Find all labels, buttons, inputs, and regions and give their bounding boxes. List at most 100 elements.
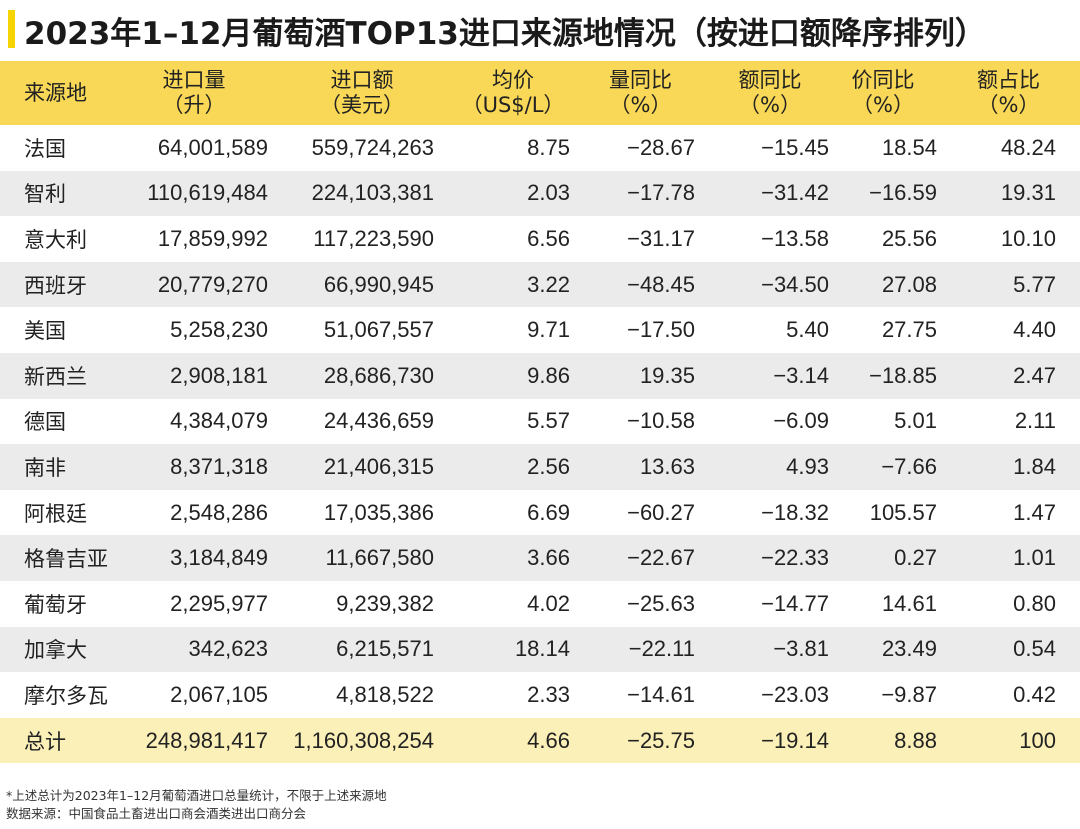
cell-value: 0.54 [1013,636,1056,662]
cell-value: −22.11 [628,636,695,662]
cell-value: 2,295,977 [170,590,268,616]
table-row: 智利 110,619,484 224,103,381 2.03 −17.78 −31.42… [0,170,1080,217]
header-value-yoy: 额同比 （%） [738,68,802,117]
cell-origin: 总计 [24,729,66,754]
cell-value: 6.69 [527,499,570,525]
cell-origin: 德国 [24,410,66,435]
cell-value: −28.67 [627,134,695,160]
cell-value: −25.75 [627,727,695,753]
cell-value: 1,160,308,254 [293,727,434,753]
cell-value: 27.08 [881,271,937,297]
header-price-yoy: 价同比 （%） [851,68,915,117]
cell-value: 5,258,230 [170,317,268,343]
cell-origin: 摩尔多瓦 [24,683,108,708]
title-accent-bar [8,10,15,48]
cell-value: 1.84 [1013,453,1056,479]
cell-value: 17,035,386 [323,499,434,525]
header-volume-yoy: 量同比 （%） [609,68,672,117]
cell-value: 6.56 [527,225,570,251]
table-body: 法国 64,001,589 559,724,263 8.75 −28.67 −15.45 1… [0,125,1080,764]
cell-origin: 葡萄牙 [24,592,87,617]
cell-value: 66,990,945 [323,271,434,297]
cell-origin: 阿根廷 [24,501,87,526]
cell-value: 3,184,849 [170,545,268,571]
table-row: 南非 8,371,318 21,406,315 2.56 13.63 4.93 −7.66 1… [0,444,1080,490]
cell-value: −17.78 [627,180,695,206]
cell-origin: 法国 [24,136,66,161]
cell-value: −34.50 [761,271,829,297]
cell-value: 2.33 [527,681,570,707]
cell-value: −3.81 [773,636,829,662]
table-row: 西班牙 20,779,270 66,990,945 3.22 −48.45 −34.50 2… [0,261,1080,308]
header-avg-price: 均价 （US$/L） [461,68,565,117]
table-row: 法国 64,001,589 559,724,263 8.75 −28.67 −15.45 1… [0,125,1080,171]
cell-value: 27.75 [881,317,937,343]
cell-value: 6,215,571 [336,636,434,662]
cell-value: 5.77 [1013,271,1056,297]
cell-value: 110,619,484 [147,180,268,206]
cell-value: 0.27 [894,545,937,571]
cell-value: 18.54 [881,134,937,160]
header-origin: 来源地 [24,80,87,105]
cell-value: −60.27 [627,499,695,525]
cell-value: −15.45 [761,134,829,160]
cell-value: 64,001,589 [157,134,268,160]
table-row: 德国 4,384,079 24,436,659 5.57 −10.58 −6.09 5.01… [0,398,1080,445]
table-header-row: 来源地 进口量 （升） 进口额 （美元） 均价 （US$/L） 量同比 （%） 额同比（… [0,61,1080,125]
cell-value: 9.86 [527,362,570,388]
cell-value: 51,067,557 [323,317,434,343]
cell-value: 9,239,382 [336,590,434,616]
cell-value: 3.22 [527,271,570,297]
cell-value: 100 [1019,727,1056,753]
cell-value: 5.01 [894,408,937,434]
cell-value: −31.42 [761,180,829,206]
cell-value: −18.32 [761,499,829,525]
header-value-share: 额占比 （%） [977,68,1040,117]
cell-value: −14.61 [627,681,695,707]
cell-value: 105.57 [869,499,937,525]
cell-value: −18.85 [869,362,937,388]
wine-import-table: 来源地 进口量 （升） 进口额 （美元） 均价 （US$/L） 量同比 （%） 额同比（… [0,61,1080,764]
cell-value: 5.57 [527,408,570,434]
cell-value: 48.24 [1000,134,1056,160]
footnote-source: 数据来源：中国食品土畜进出口商会酒类进出口商分会 [6,806,307,821]
header-volume: 进口量 （升） [162,68,226,117]
cell-value: 342,623 [188,636,268,662]
cell-value: 2.11 [1014,408,1056,434]
header-value: 进口额 （美元） [320,68,404,117]
cell-value: −22.33 [761,545,829,571]
cell-value: −17.50 [627,317,695,343]
cell-value: 20,779,270 [157,271,268,297]
cell-value: −22.67 [627,545,695,571]
cell-value: −3.14 [773,362,829,388]
cell-value: 2,908,181 [170,362,268,388]
cell-origin: 美国 [24,319,66,344]
cell-origin: 智利 [24,182,66,207]
cell-value: −6.09 [773,408,829,434]
cell-value: 5.40 [786,317,829,343]
cell-value: 17,859,992 [157,225,268,251]
cell-value: 9.71 [527,317,570,343]
cell-value: 23.49 [881,636,937,662]
cell-origin: 格鲁吉亚 [24,547,108,572]
cell-value: 24,436,659 [323,408,434,434]
cell-origin: 新西兰 [24,364,87,389]
cell-value: 19.35 [639,362,695,388]
table-row: 阿根廷 2,548,286 17,035,386 6.69 −60.27 −18.32 10… [0,489,1080,536]
footnote-total: *上述总计为2023年1–12月葡萄酒进口总量统计，不限于上述来源地 [6,788,387,803]
cell-value: −7.66 [881,453,937,479]
cell-value: 3.66 [527,545,570,571]
cell-value: −14.77 [761,590,829,616]
table-row: 格鲁吉亚 3,184,849 11,667,580 3.66 −22.67 −22.33 0… [0,535,1080,581]
cell-value: 1.01 [1013,545,1056,571]
cell-value: 8.75 [527,134,570,160]
table-row: 加拿大 342,623 6,215,571 18.14 −22.11 −3.81 23.49… [0,626,1080,673]
cell-value: −9.87 [881,681,937,707]
cell-value: 0.42 [1013,681,1056,707]
cell-value: 2.47 [1013,362,1056,388]
cell-value: 4.66 [527,727,570,753]
cell-value: 8,371,318 [170,453,268,479]
cell-value: −31.17 [627,225,695,251]
title-row: 2023年1–12月葡萄酒TOP13进口来源地情况（按进口额降序排列） [0,0,1080,60]
cell-value: 11,667,580 [325,545,434,571]
